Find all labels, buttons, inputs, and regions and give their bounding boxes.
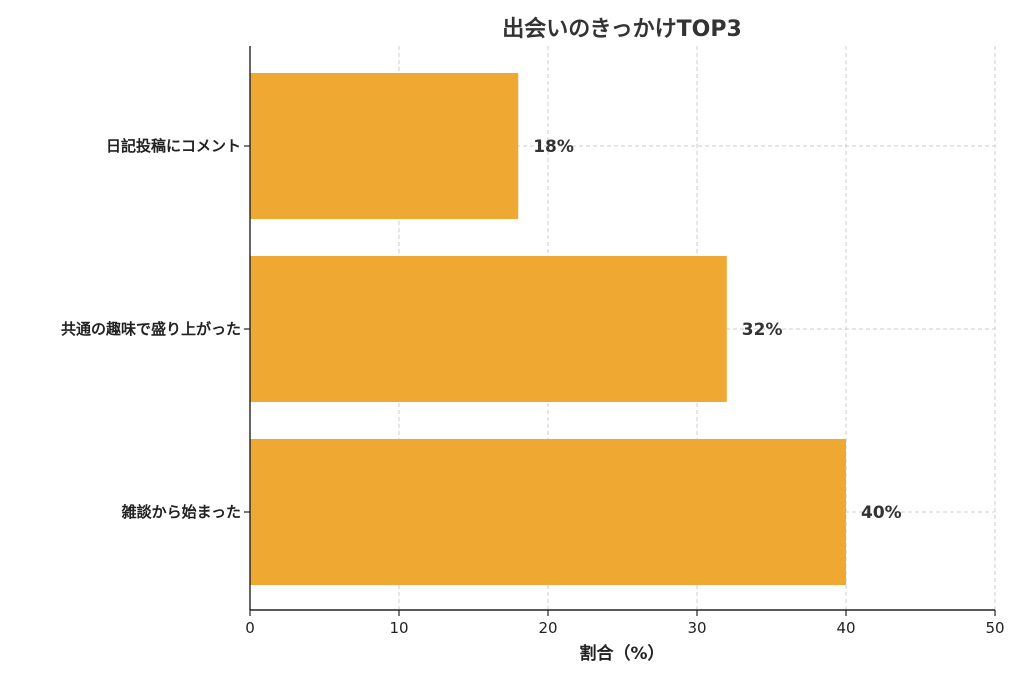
bars bbox=[250, 73, 846, 585]
data-label-1: 32% bbox=[742, 320, 783, 340]
category-label-2: 雑談から始まった bbox=[121, 503, 241, 521]
axes bbox=[249, 46, 995, 611]
x-tick-label-30: 30 bbox=[687, 619, 706, 637]
x-tick-label-20: 20 bbox=[538, 619, 557, 637]
data-labels: 18% 32% 40% bbox=[533, 137, 902, 523]
x-tick-label-50: 50 bbox=[985, 619, 1004, 637]
bar-1 bbox=[250, 256, 727, 402]
x-tick-label-0: 0 bbox=[245, 619, 255, 637]
x-axis-title: 割合（%） bbox=[579, 643, 664, 664]
x-tick-label-40: 40 bbox=[836, 619, 855, 637]
bar-2 bbox=[250, 439, 846, 585]
x-tick-label-10: 10 bbox=[389, 619, 408, 637]
bar-0 bbox=[250, 73, 519, 219]
data-label-2: 40% bbox=[861, 503, 902, 523]
data-label-0: 18% bbox=[533, 137, 574, 157]
chart-title: 出会いのきっかけTOP3 bbox=[502, 16, 742, 42]
category-label-1: 共通の趣味で盛り上がった bbox=[61, 320, 241, 338]
ticks: 0 10 20 30 40 50 bbox=[244, 145, 1005, 637]
category-label-0: 日記投稿にコメント bbox=[106, 137, 241, 155]
